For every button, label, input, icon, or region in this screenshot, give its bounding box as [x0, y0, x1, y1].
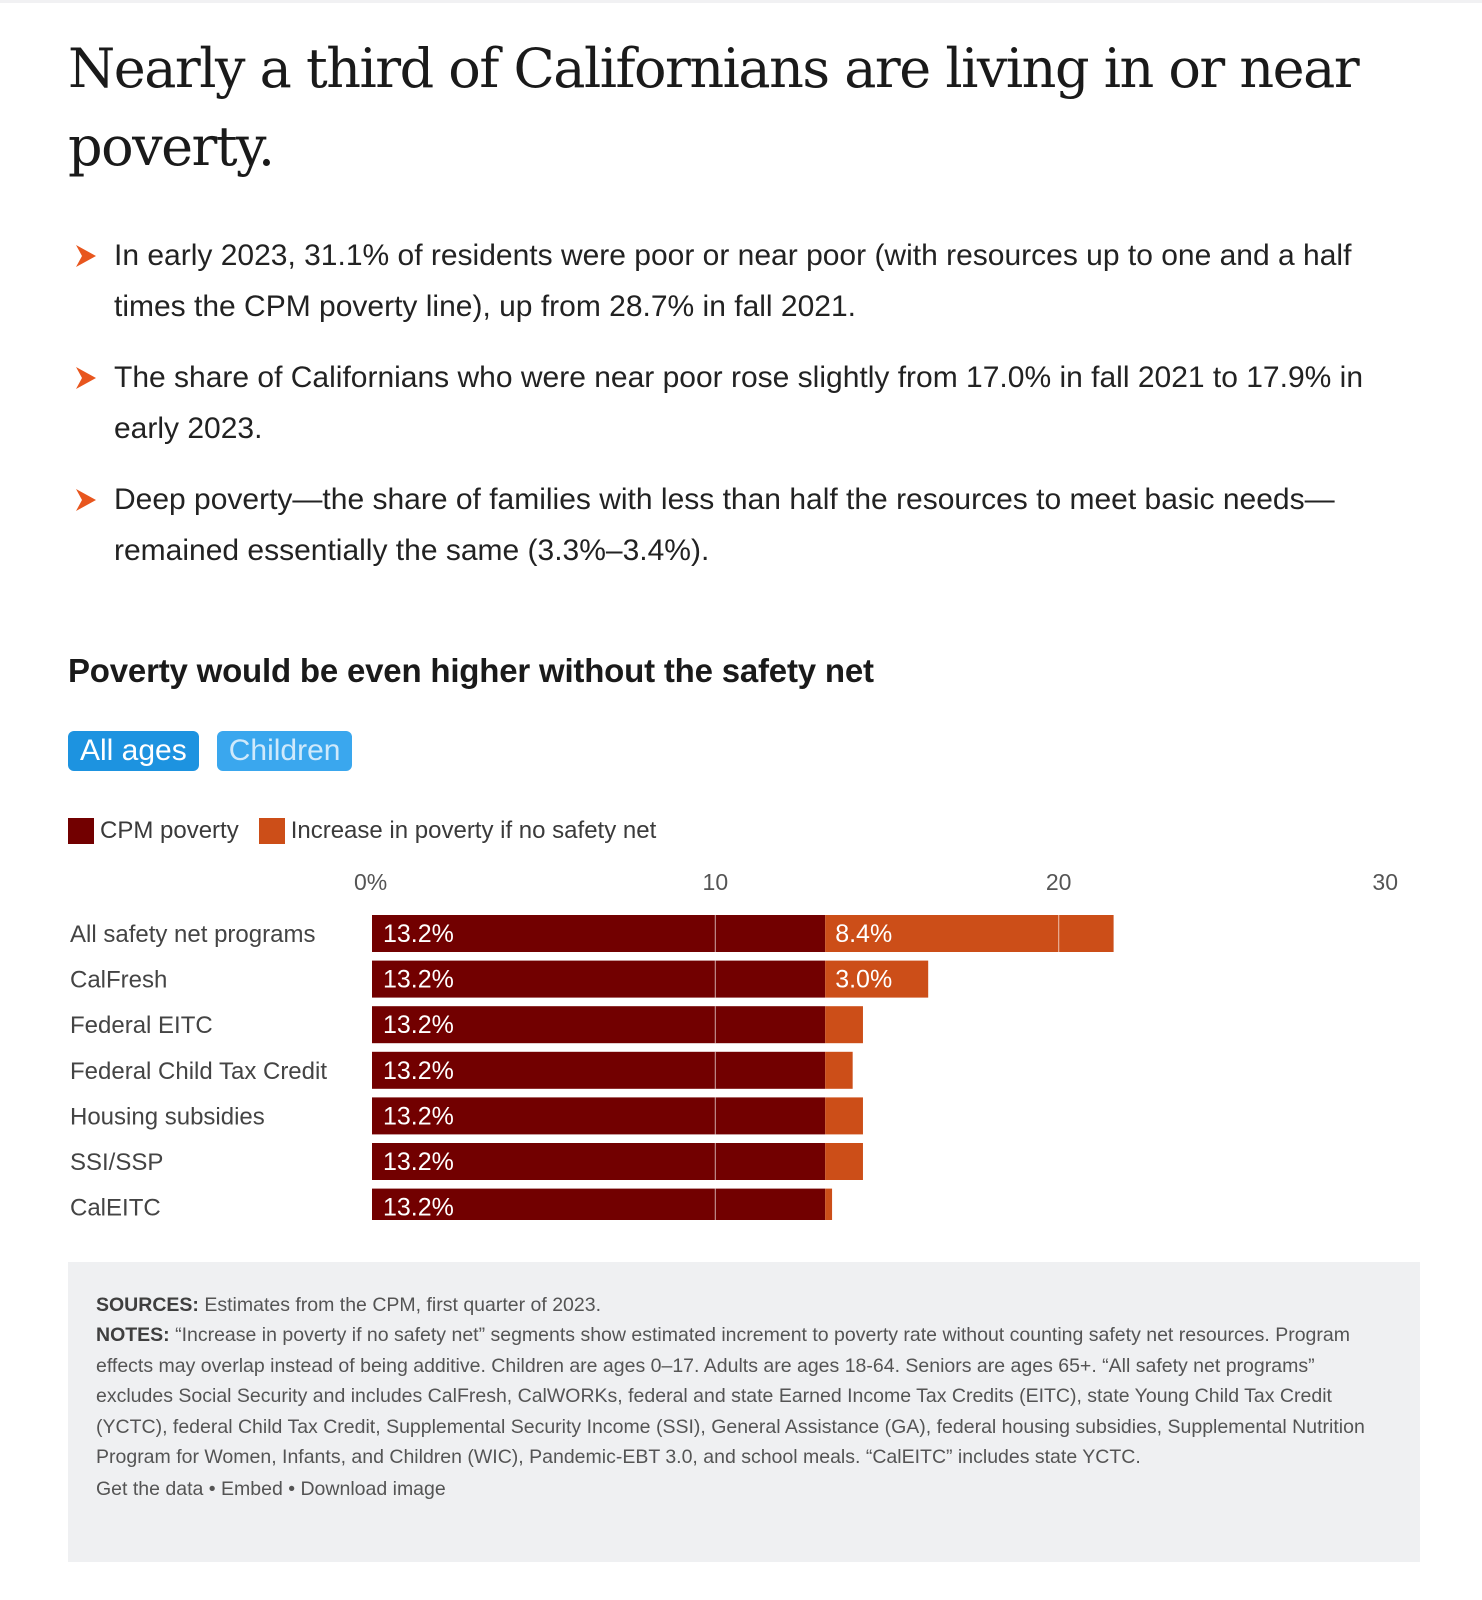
get-data-link[interactable]: Get the data [96, 1478, 204, 1501]
link-separator: • [282, 1478, 301, 1501]
legend-swatch-cpm [68, 818, 94, 844]
chart-legend: CPM poverty Increase in poverty if no sa… [68, 817, 676, 845]
bullet-text: The share of Californians who were near … [114, 361, 1363, 445]
tab-children[interactable]: Children [216, 731, 353, 771]
bar-increase-no-safety-net [825, 1097, 863, 1135]
data-label-increase: 3.0% [835, 966, 892, 994]
tab-all-ages[interactable]: All ages [68, 731, 199, 771]
x-tick-label: 30 [1372, 869, 1398, 895]
bar-cpm-poverty [372, 1006, 826, 1044]
category-label: CalEITC [70, 1195, 161, 1220]
bar-increase-no-safety-net [825, 1006, 863, 1044]
data-label-cpm: 13.2% [383, 1011, 454, 1039]
data-label-cpm: 13.2% [383, 1194, 454, 1220]
age-group-tabs: All ages Children [68, 731, 353, 771]
x-tick-label: 10 [703, 869, 729, 895]
bullet-item: The share of Californians who were near … [74, 352, 1414, 454]
bar-increase-no-safety-net [825, 1051, 853, 1089]
bar-cpm-poverty [372, 1143, 826, 1180]
notes-text: “Increase in poverty if no safety net” s… [96, 1324, 1365, 1469]
legend-item-increase: Increase in poverty if no safety net [258, 817, 657, 845]
bar-increase-no-safety-net [825, 1188, 833, 1220]
bar-increase-no-safety-net [825, 1143, 863, 1180]
x-tick-label: 20 [1046, 869, 1072, 895]
bullet-text: Deep poverty—the share of families with … [114, 483, 1335, 567]
category-label: All safety net programs [70, 921, 315, 948]
bar-increase-no-safety-net [825, 915, 1114, 952]
chevron-right-icon [76, 367, 96, 389]
bullet-text: In early 2023, 31.1% of residents were p… [114, 239, 1352, 323]
bar-cpm-poverty [372, 915, 826, 952]
chart-title: Poverty would be even higher without the… [68, 652, 874, 689]
bullet-item: Deep poverty—the share of families with … [74, 474, 1414, 576]
bar-chart: 0% 10 20 30 All safety net programs 13.2% 8.4%… [70, 869, 1398, 1220]
category-label: SSI/SSP [70, 1149, 163, 1176]
data-label-cpm: 13.2% [383, 1148, 454, 1176]
category-label: Federal Child Tax Credit [70, 1058, 327, 1085]
footer-links: Get the data • Embed • Download image [96, 1474, 1392, 1504]
category-label: Federal EITC [70, 1012, 213, 1039]
legend-label-cpm: CPM poverty [100, 817, 239, 844]
notes-line: NOTES: “Increase in poverty if no safety… [96, 1320, 1392, 1472]
notes-box: SOURCES: Estimates from the CPM, first q… [68, 1262, 1420, 1562]
category-label: Housing subsidies [70, 1103, 265, 1130]
sources-text: Estimates from the CPM, first quarter of… [198, 1294, 602, 1316]
download-image-link[interactable]: Download image [300, 1478, 446, 1501]
data-label-cpm: 13.2% [383, 966, 454, 994]
legend-swatch-increase [258, 818, 285, 844]
data-label-cpm: 13.2% [383, 1102, 454, 1130]
bar-cpm-poverty [372, 960, 826, 998]
sources-label: SOURCES: [96, 1294, 199, 1316]
bar-cpm-poverty [372, 1097, 826, 1135]
notes-label: NOTES: [96, 1324, 170, 1347]
data-label-cpm: 13.2% [383, 920, 454, 948]
chevron-right-icon [76, 245, 96, 267]
legend-label-increase: Increase in poverty if no safety net [290, 817, 657, 844]
legend-item-cpm: CPM poverty [68, 817, 239, 845]
category-label: CalFresh [70, 967, 167, 994]
data-label-increase: 8.4% [835, 920, 892, 948]
top-divider [0, 0, 1482, 3]
page-headline: Nearly a third of Californians are livin… [68, 37, 1360, 178]
bar-increase-no-safety-net [825, 960, 929, 998]
bullet-item: In early 2023, 31.1% of residents were p… [74, 230, 1414, 332]
bar-cpm-poverty [372, 1188, 826, 1220]
data-label-cpm: 13.2% [383, 1057, 454, 1085]
chevron-right-icon [76, 489, 96, 511]
sources-line: SOURCES: Estimates from the CPM, first q… [96, 1290, 1392, 1320]
link-separator: • [203, 1478, 221, 1501]
x-tick-label: 0% [354, 869, 387, 895]
bullet-list: In early 2023, 31.1% of residents were p… [74, 230, 1414, 596]
embed-link[interactable]: Embed [221, 1478, 283, 1501]
bar-cpm-poverty [372, 1051, 826, 1089]
